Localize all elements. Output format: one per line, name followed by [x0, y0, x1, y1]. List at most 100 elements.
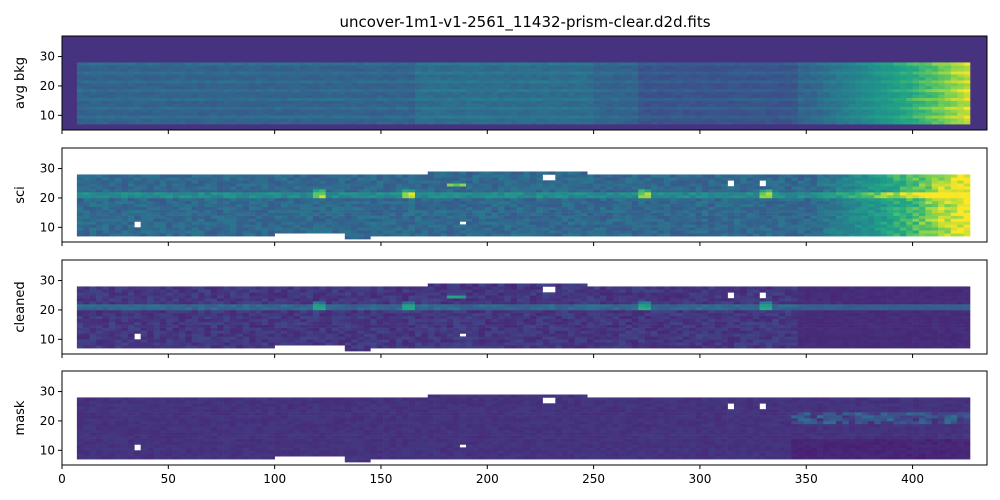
heatmap-cell	[784, 121, 792, 125]
heatmap-cell	[191, 106, 199, 110]
heatmap-cell	[631, 74, 639, 78]
heatmap-cell	[689, 121, 696, 125]
heatmap-cell	[255, 221, 263, 225]
heatmap-cell	[210, 94, 218, 98]
heatmap-cell	[733, 118, 741, 122]
heatmap-cell	[963, 100, 971, 104]
heatmap-cell	[599, 118, 607, 122]
heatmap-cell	[249, 74, 256, 78]
heatmap-cell	[784, 118, 792, 122]
heatmap-cell	[121, 77, 129, 81]
heatmap-cell	[140, 85, 148, 90]
heatmap-cell	[440, 197, 448, 202]
heatmap-cell	[759, 112, 767, 116]
heatmap-cell	[414, 197, 422, 202]
heatmap-cell	[918, 118, 926, 122]
heatmap-cell	[344, 91, 352, 96]
heatmap-cell	[619, 103, 626, 107]
heatmap-cell	[804, 100, 811, 104]
heatmap-cell	[568, 215, 575, 219]
heatmap-cell	[166, 197, 173, 202]
heatmap-cell	[287, 109, 295, 113]
heatmap-cell	[421, 65, 429, 69]
heatmap-cell	[312, 106, 320, 110]
heatmap-cell	[816, 77, 824, 81]
heatmap-cell	[523, 230, 531, 234]
heatmap-cell	[682, 192, 690, 196]
heatmap-cell	[523, 221, 531, 225]
heatmap-cell	[121, 212, 129, 216]
heatmap-cell	[478, 192, 486, 196]
heatmap-cell	[823, 118, 830, 122]
heatmap-cell	[867, 80, 875, 84]
heatmap-cell	[517, 192, 524, 196]
heatmap-cell	[108, 97, 116, 101]
heatmap-cell	[134, 77, 141, 81]
heatmap-cell	[134, 183, 141, 187]
heatmap-cell	[842, 109, 850, 113]
heatmap-cell	[293, 118, 301, 122]
heatmap-cell	[402, 88, 409, 93]
heatmap-cell	[446, 112, 454, 116]
heatmap-cell	[453, 174, 460, 178]
heatmap-cell	[765, 112, 773, 116]
heatmap-cell	[791, 106, 799, 110]
heatmap-cell	[702, 121, 709, 125]
heatmap-cell	[568, 85, 575, 90]
heatmap-cell	[459, 71, 467, 75]
heatmap-cell	[357, 115, 365, 119]
heatmap-cell	[829, 80, 837, 84]
heatmap-cell	[255, 97, 263, 101]
heatmap-cell	[408, 88, 416, 93]
heatmap-cell	[344, 195, 352, 199]
heatmap-cell	[274, 189, 282, 193]
heatmap-cell	[836, 68, 843, 72]
heatmap-cell	[497, 77, 505, 81]
heatmap-cell	[599, 189, 607, 193]
heatmap-cell	[370, 230, 378, 234]
heatmap-cell	[140, 206, 148, 210]
heatmap-cell	[159, 121, 167, 125]
heatmap-cell	[140, 97, 148, 101]
heatmap-cell	[670, 189, 677, 193]
heatmap-cell	[395, 62, 403, 66]
heatmap-cell	[702, 77, 709, 81]
heatmap-cell	[472, 106, 480, 110]
heatmap-cell	[568, 186, 575, 190]
heatmap-cell	[83, 88, 90, 93]
heatmap-cell	[568, 177, 575, 181]
heatmap-cell	[76, 83, 84, 87]
heatmap-cell	[102, 94, 110, 98]
heatmap-cell	[823, 94, 830, 98]
heatmap-cell	[619, 215, 626, 219]
heatmap-cell	[255, 118, 263, 122]
heatmap-cell	[236, 62, 244, 66]
heatmap-cell	[599, 65, 607, 69]
heatmap-cell	[638, 77, 645, 81]
heatmap-cell	[644, 206, 652, 210]
heatmap-cell	[121, 97, 129, 101]
heatmap-cell	[102, 224, 110, 228]
heatmap-cell	[172, 192, 180, 196]
heatmap-cell	[274, 118, 282, 122]
heatmap-cell	[89, 62, 97, 66]
heatmap-cell	[115, 177, 122, 181]
heatmap-cell	[115, 118, 122, 122]
heatmap-cell	[159, 174, 167, 178]
heatmap-cell	[938, 106, 945, 110]
heatmap-cell	[574, 74, 582, 78]
heatmap-cell	[236, 230, 244, 234]
heatmap-cell	[619, 230, 626, 234]
heatmap-cell	[204, 221, 212, 225]
heatmap-cell	[957, 118, 964, 122]
heatmap-cell	[414, 103, 422, 107]
heatmap-cell	[89, 224, 97, 228]
heatmap-cell	[268, 65, 275, 69]
heatmap-cell	[829, 121, 837, 125]
heatmap-cell	[191, 115, 199, 119]
heatmap-cell	[229, 74, 237, 78]
heatmap-cell	[804, 94, 811, 98]
heatmap-cell	[740, 115, 748, 119]
heatmap-cell	[115, 91, 122, 96]
heatmap-cell	[236, 209, 244, 213]
